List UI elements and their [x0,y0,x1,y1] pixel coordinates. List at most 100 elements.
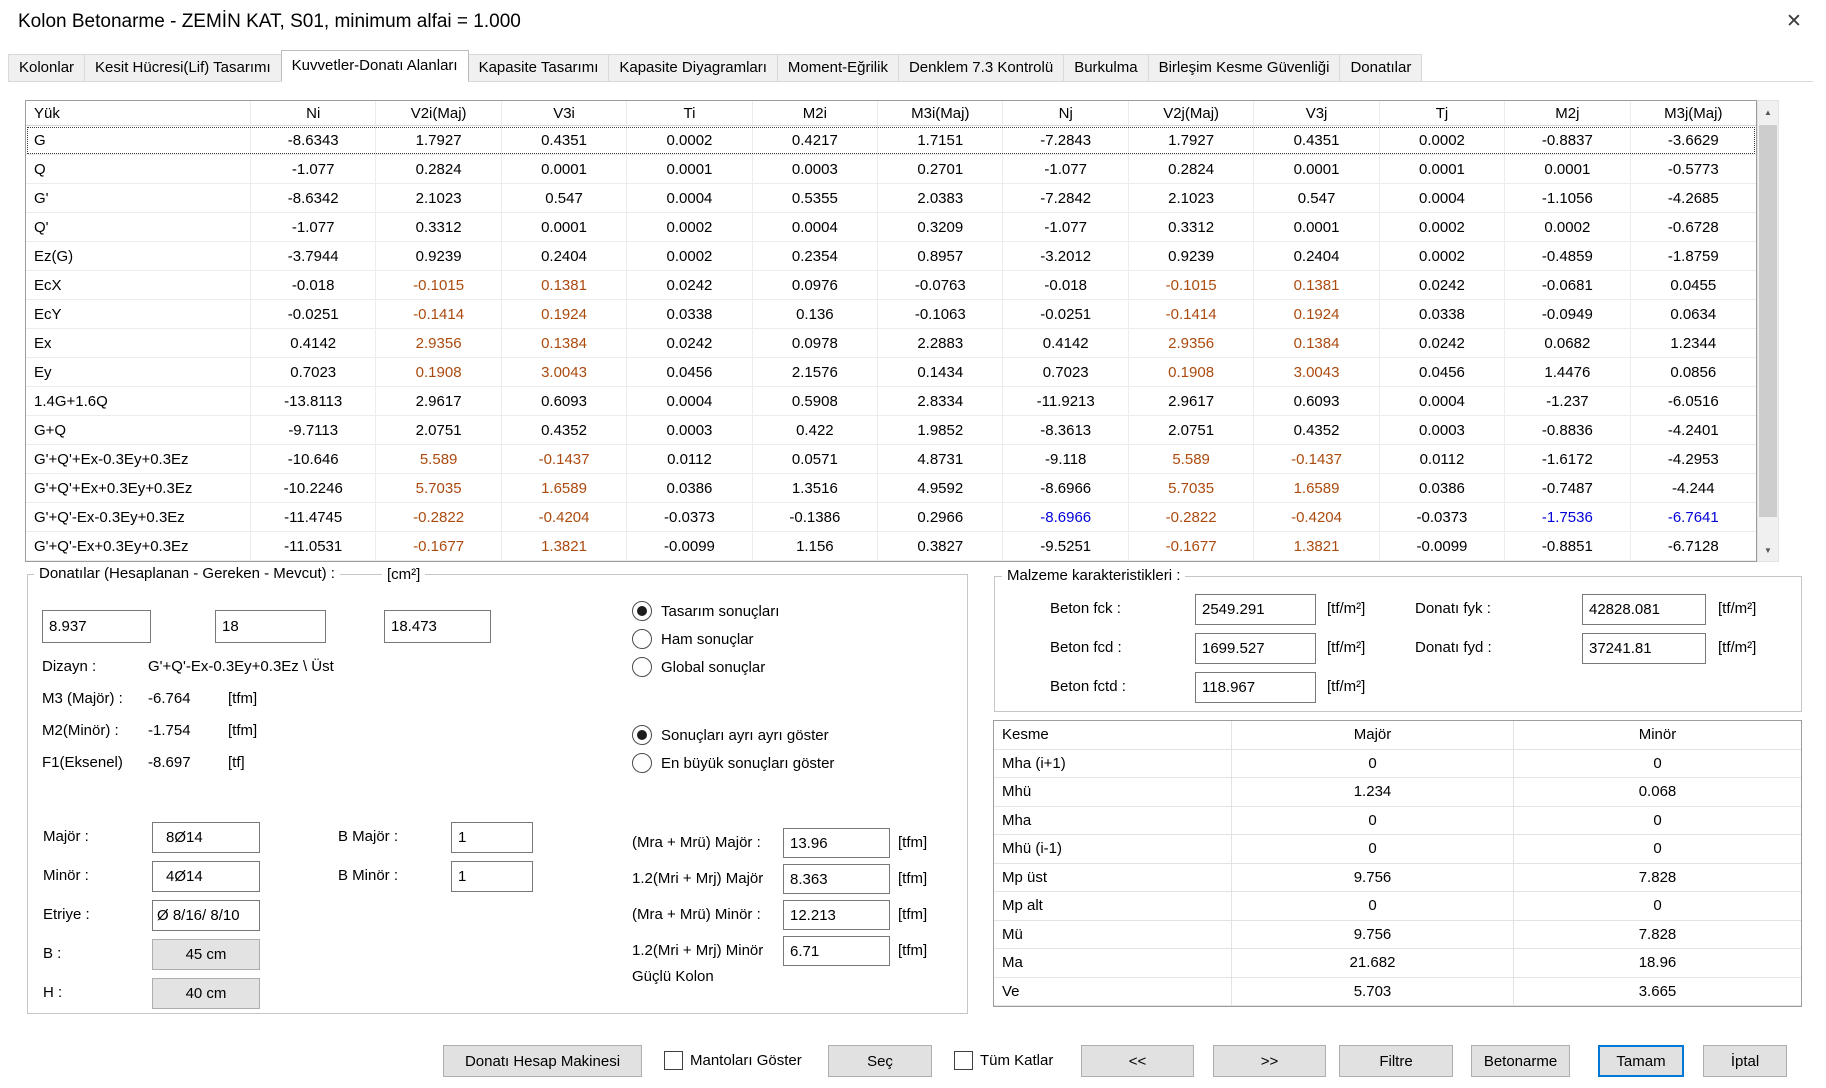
forces-cell: 0.1384 [502,329,627,358]
forces-row[interactable]: G'+Q'+Ex-0.3Ey+0.3Ez-10.6465.589-0.14370… [26,445,1756,474]
tab-birle-im-kesme-g-venli-i[interactable]: Birleşim Kesme Güvenliği [1148,54,1341,82]
forces-row[interactable]: G'+Q'-Ex+0.3Ey+0.3Ez-11.0531-0.16771.382… [26,532,1756,561]
iptal-button[interactable]: İptal [1703,1045,1787,1077]
table-scrollbar[interactable]: ▲ ▼ [1757,100,1779,562]
forces-row[interactable]: Ex0.41422.93560.13840.02420.09782.28830.… [26,329,1756,358]
forces-cell: 4.9592 [878,474,1003,503]
forces-cell: -0.0251 [251,300,376,329]
b-dimension-button[interactable]: 45 cm [152,939,260,970]
fctd-label: Beton fctd : [1050,678,1126,695]
forces-cell: -1.077 [251,155,376,184]
radio-result-scope-1[interactable]: En büyük sonuçları göster [632,751,834,775]
forces-row[interactable]: EcY-0.0251-0.14140.19240.03380.136-0.106… [26,300,1756,329]
radio-icon [632,753,652,773]
shear-row-label: Ve [994,978,1232,1007]
forces-cell: -0.1437 [502,445,627,474]
donati-hesap-makinesi-button[interactable]: Donatı Hesap Makinesi [443,1045,642,1077]
radio-result-type-2[interactable]: Global sonuçlar [632,655,765,679]
mri-mrj-minor-input[interactable]: 6.71 [783,936,890,966]
scroll-down-icon[interactable]: ▼ [1758,540,1778,560]
forces-row[interactable]: Q-1.0770.28240.00010.00010.00030.2701-1.… [26,155,1756,184]
fcd-unit: [tf/m²] [1327,639,1365,656]
forces-cell: -11.9213 [1003,387,1128,416]
mantolari-goster-checkbox[interactable] [664,1051,683,1070]
shear-row-label: Mü [994,921,1232,950]
tum-katlar-label: Tüm Katlar [980,1052,1053,1069]
close-icon[interactable]: ✕ [1779,8,1809,35]
forces-cell: 5.589 [1129,445,1254,474]
stirrup-input[interactable]: Ø 8/16/ 8/10 [152,900,260,931]
forces-cell: -0.7487 [1505,474,1630,503]
forces-row[interactable]: G'+Q'-Ex-0.3Ey+0.3Ez-11.4745-0.2822-0.42… [26,503,1756,532]
betonarme-button[interactable]: Betonarme [1471,1045,1570,1077]
fyk-input[interactable]: 42828.081 [1582,594,1706,625]
calculated-area-input[interactable]: 8.937 [42,610,151,643]
radio-result-type-1[interactable]: Ham sonuçlar [632,627,754,651]
h-dimension-button[interactable]: 40 cm [152,978,260,1009]
forces-cell: 0.1384 [1254,329,1379,358]
major-bars-input[interactable]: 8Ø14 [152,822,260,853]
mri-mrj-major-input[interactable]: 8.363 [783,864,890,894]
forces-row[interactable]: G+Q-9.71132.07510.43520.00030.4221.9852-… [26,416,1756,445]
forces-column-header: Ti [627,101,752,126]
minor-bars-input[interactable]: 4Ø14 [152,861,260,892]
tab-moment-e-rilik[interactable]: Moment-Eğrilik [777,54,899,82]
shear-row: Ma21.68218.96 [994,949,1801,978]
tab-donat-lar[interactable]: Donatılar [1339,54,1422,82]
tab-kesit-h-cresi-lif-tasar-m[interactable]: Kesit Hücresi(Lif) Tasarımı [84,54,282,82]
forces-row[interactable]: G-8.63431.79270.43510.00020.42171.7151-7… [26,126,1756,155]
forces-cell: -4.2401 [1631,416,1756,445]
shear-row-label: Mp alt [994,892,1232,921]
previous-button[interactable]: << [1081,1045,1194,1077]
b-major-input[interactable]: 1 [451,822,533,853]
shear-row: Mp alt00 [994,892,1801,921]
radio-result-type-0[interactable]: Tasarım sonuçları [632,599,779,623]
fck-input[interactable]: 2549.291 [1195,594,1316,625]
fctd-input[interactable]: 118.967 [1195,672,1316,703]
forces-cell: -0.1015 [1129,271,1254,300]
tab-kapasite-diyagramlar[interactable]: Kapasite Diyagramları [608,54,778,82]
shear-column-header: Kesme [994,721,1232,750]
forces-row[interactable]: EcX-0.018-0.10150.13810.02420.0976-0.076… [26,271,1756,300]
tab-kapasite-tasar-m[interactable]: Kapasite Tasarımı [468,54,610,82]
forces-cell: -1.6172 [1505,445,1630,474]
tum-katlar-checkbox[interactable] [954,1051,973,1070]
forces-cell: 1.156 [753,532,878,561]
forces-row[interactable]: G'-8.63422.10230.5470.00040.53552.0383-7… [26,184,1756,213]
forces-row[interactable]: 1.4G+1.6Q-13.81132.96170.60930.00040.590… [26,387,1756,416]
shear-row: Mha (i+1)00 [994,750,1801,779]
forces-cell: 0.4352 [502,416,627,445]
forces-row[interactable]: Q'-1.0770.33120.00010.00020.00040.3209-1… [26,213,1756,242]
required-area-input[interactable]: 18 [215,610,326,643]
radio-label: Ham sonuçlar [661,631,754,648]
forces-row[interactable]: G'+Q'+Ex+0.3Ey+0.3Ez-10.22465.70351.6589… [26,474,1756,503]
forces-cell: 0.0003 [627,416,752,445]
forces-cell: -4.2953 [1631,445,1756,474]
tamam-button[interactable]: Tamam [1598,1045,1684,1077]
tab-burkulma[interactable]: Burkulma [1063,54,1148,82]
forces-cell: 0.0001 [502,213,627,242]
scroll-up-icon[interactable]: ▲ [1758,102,1778,122]
fyd-input[interactable]: 37241.81 [1582,633,1706,664]
forces-cell: 0.1908 [376,358,501,387]
forces-cell: 0.4142 [1003,329,1128,358]
forces-cell: -3.7944 [251,242,376,271]
filtre-button[interactable]: Filtre [1339,1045,1453,1077]
next-button[interactable]: >> [1213,1045,1326,1077]
provided-area-input[interactable]: 18.473 [384,610,491,643]
forces-cell: -0.1414 [1129,300,1254,329]
mra-mru-major-input[interactable]: 13.96 [783,828,890,858]
forces-row[interactable]: Ez(G)-3.79440.92390.24040.00020.23540.89… [26,242,1756,271]
scroll-thumb[interactable] [1759,125,1777,517]
mra-mru-minor-input[interactable]: 12.213 [783,900,890,930]
b-minor-input[interactable]: 1 [451,861,533,892]
sec-button[interactable]: Seç [828,1045,932,1077]
tab-denklem-7-3-kontrol[interactable]: Denklem 7.3 Kontrolü [898,54,1064,82]
tab-kolonlar[interactable]: Kolonlar [8,54,85,82]
shear-row-label: Ma [994,949,1232,978]
forces-cell: 0.0455 [1631,271,1756,300]
fcd-input[interactable]: 1699.527 [1195,633,1316,664]
forces-row[interactable]: Ey0.70230.19083.00430.04562.15760.14340.… [26,358,1756,387]
radio-result-scope-0[interactable]: Sonuçları ayrı ayrı göster [632,723,829,747]
tab-kuvvetler-donat-alanlar[interactable]: Kuvvetler-Donatı Alanları [281,50,469,82]
